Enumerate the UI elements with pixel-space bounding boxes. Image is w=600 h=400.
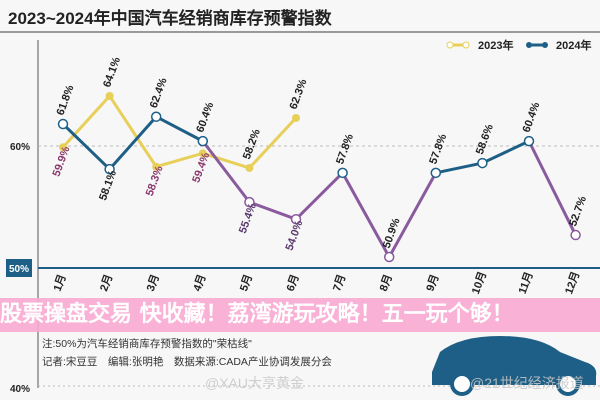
x-tick-label: 12月: [562, 270, 582, 296]
x-tick-label: 5月: [237, 273, 255, 294]
y-tick-label: 50%: [9, 264, 29, 275]
x-tick-label: 8月: [377, 273, 395, 294]
data-label-2023: 59.9%: [51, 145, 73, 179]
data-label-2023: 58.3%: [144, 164, 166, 198]
series-2023-segment: [61, 94, 111, 149]
x-tick-label: 2月: [97, 273, 115, 294]
data-label-2024: 60.4%: [194, 101, 216, 135]
legend-2023-marker: [462, 41, 470, 49]
series-2024-point: [523, 135, 535, 147]
car-wheel-icon: [556, 372, 580, 396]
promo-banner: 股票操盘交易 快收藏！荔湾游玩攻略！五一玩个够！: [0, 298, 600, 332]
x-tick-label: 1月: [51, 273, 69, 294]
data-label-2023: 62.3%: [288, 77, 310, 111]
data-label-2024: 60.4%: [521, 101, 543, 135]
series-2023-segment: [248, 116, 298, 169]
series-2024-segment: [201, 140, 251, 204]
series-2023-point: [198, 149, 207, 158]
x-tick-label: 11月: [516, 270, 536, 296]
y-tick-label: 40%: [10, 384, 30, 395]
car-wheel-icon: [450, 372, 474, 396]
series-2024-segment: [481, 139, 530, 165]
data-label-2024: 58.1%: [97, 169, 119, 203]
data-label-2024: 52.7%: [567, 194, 589, 228]
data-label-2024: 57.8%: [427, 132, 449, 166]
series-2023-segment: [202, 151, 250, 170]
series-2024-segment: [341, 172, 391, 258]
series-2024-point: [197, 135, 209, 147]
series-2024-point: [104, 163, 115, 175]
series-2024-point: [57, 118, 69, 130]
series-2023-point: [152, 162, 161, 171]
series-2024-point: [244, 196, 255, 208]
series-2024-point: [477, 157, 488, 169]
legend-2023-label: 2023年: [478, 38, 513, 52]
series-2024-point: [570, 229, 581, 241]
data-label-2024: 58.6%: [474, 122, 496, 156]
x-tick-label: 4月: [190, 273, 208, 294]
series-2024-point: [430, 167, 442, 179]
legend-2024-marker: [526, 42, 532, 48]
series-2024-segment: [294, 171, 344, 221]
x-tick-label: 9月: [423, 273, 441, 294]
watermark-2: @21世纪经济报道: [470, 375, 584, 391]
car-icon: [432, 336, 597, 385]
note-credits: 记者:宋豆豆 编辑:张明艳 数据来源:CADA产业协调发展分会: [42, 356, 332, 368]
series-2024-segment: [248, 200, 297, 221]
series-2023-point: [292, 113, 300, 122]
series-2023-point: [105, 91, 114, 100]
watermark-1: @XAU大亨黄金: [205, 375, 304, 391]
threshold-label-box: [6, 259, 32, 277]
series-2023-segment: [108, 95, 158, 168]
series-2024-segment: [435, 161, 483, 175]
note-threshold: 注:50%为汽车经销商库存预警指数的"荣枯线": [42, 338, 252, 350]
y-tick-label: 60%: [10, 142, 30, 153]
data-label-2024: 61.8%: [55, 83, 77, 117]
data-label-2024: 62.4%: [148, 76, 170, 110]
data-label-2024: 54.0%: [284, 219, 306, 253]
series-2023-segment: [155, 151, 204, 169]
series-2024-point: [290, 213, 302, 225]
x-tick-label: 10月: [469, 270, 489, 296]
x-tick-label: 3月: [144, 273, 162, 294]
series-2024-segment: [61, 122, 111, 171]
data-label-2024: 55.4%: [237, 202, 259, 236]
legend-2024-marker: [542, 42, 548, 48]
title-divider: [0, 31, 600, 33]
x-tick-label: 7月: [330, 273, 348, 294]
series-2024-segment: [155, 115, 204, 143]
legend-2023-marker: [446, 41, 454, 49]
series-2024-segment: [387, 172, 438, 258]
series-2024-point: [337, 167, 348, 179]
series-2023-point: [59, 143, 67, 152]
chart-title: 2023~2024年中国汽车经销商库存预警指数: [8, 9, 332, 28]
series-2024-point: [150, 111, 162, 122]
data-label-2024: 57.8%: [334, 132, 356, 166]
data-label-2023: 64.1%: [101, 55, 123, 89]
series-2024-point: [383, 251, 395, 263]
series-2024-segment: [527, 140, 577, 236]
x-tick-label: 6月: [284, 273, 302, 294]
legend-2024-label: 2024年: [556, 38, 591, 52]
series-2023-point: [245, 163, 254, 172]
data-label-2024: 50.9%: [381, 216, 403, 250]
series-2024-segment: [108, 115, 158, 171]
